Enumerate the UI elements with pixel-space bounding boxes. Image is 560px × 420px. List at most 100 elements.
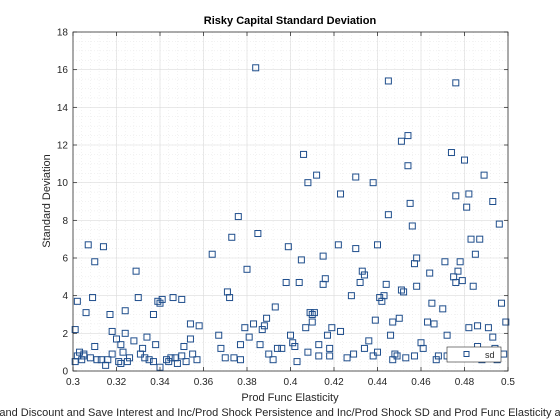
x-tick-label: 0.32 [107,377,127,388]
legend-box [446,346,502,363]
data-point [404,132,412,140]
data-point [297,256,305,264]
data-point [350,350,358,358]
data-point [117,359,125,367]
x-tick-label: 0.4 [284,377,298,388]
data-point [169,294,177,302]
data-point [306,309,314,317]
data-point [410,352,418,360]
data-point [271,303,279,311]
y-tick-label: 0 [62,367,68,378]
data-point [439,305,447,313]
data-point [302,324,310,332]
data-point [400,288,408,296]
data-point [365,337,373,345]
data-point [424,318,432,326]
data-point [182,358,190,366]
data-point [260,322,268,330]
y-tick-label: 8 [62,216,68,227]
data-point [371,316,379,324]
data-point [117,341,125,349]
data-point [397,286,405,294]
data-point [465,324,473,332]
data-point [326,352,334,360]
data-point [173,359,181,367]
data-point [71,326,79,334]
data-point [387,331,395,339]
data-point [369,352,377,360]
data-point [250,320,258,328]
data-point [374,348,381,356]
data-point [376,294,384,302]
data-point [141,354,149,362]
data-point [393,352,401,360]
data-point [254,230,262,238]
data-point [315,341,323,349]
data-point [337,327,345,335]
data-point [315,352,323,360]
data-point [104,356,112,364]
data-point [308,318,316,326]
data-point [158,295,166,303]
data-point [467,235,475,243]
data-point [243,265,251,273]
data-point [163,356,171,364]
data-point [404,162,412,170]
data-point [406,199,414,207]
data-point [195,322,203,330]
data-point [149,358,157,366]
data-point [402,354,410,362]
data-point [337,190,345,198]
data-point [230,354,238,362]
figure-caption: and Discount and Save Interest and Inc/P… [0,407,560,419]
x-tick-label: 0.44 [368,377,388,388]
data-point [189,350,197,358]
data-point [382,280,390,288]
data-point [186,320,194,328]
data-point [134,294,142,302]
data-point [447,149,455,157]
data-point [374,241,381,249]
data-point [293,358,301,366]
y-tick-label: 14 [57,103,69,114]
data-point [165,358,173,366]
x-tick-label: 0.34 [150,377,170,388]
data-point [278,344,286,352]
legend: sd [446,346,502,363]
data-point [443,331,451,339]
data-point [236,356,244,364]
data-point [413,282,421,290]
data-point [178,295,186,303]
data-point [123,358,131,366]
data-point [452,192,460,200]
data-point [273,344,281,352]
data-point [80,350,88,358]
data-point [304,348,312,356]
data-point [154,297,162,305]
y-tick-label: 2 [62,329,68,340]
data-point [167,354,175,362]
data-point [113,335,120,343]
data-point [152,341,160,349]
data-point [130,337,138,345]
x-tick-label: 0.3 [66,377,80,388]
data-point [380,292,388,300]
data-point [469,282,477,290]
data-point [89,294,97,302]
x-axis-ticks: 0.3 0.32 0.34 0.36 0.38 0.4 0.42 0.44 0.46 0.48 0.… [66,32,515,388]
data-point [454,267,462,275]
y-axis-label: Standard Deviation [41,154,53,248]
data-point [397,137,405,145]
data-point [334,241,342,249]
data-point [236,341,244,349]
data-point [463,203,471,211]
data-point [287,331,294,339]
data-point [461,156,468,164]
data-point [265,350,273,358]
data-point [145,356,153,364]
data-point [319,252,327,260]
y-tick-label: 10 [57,178,69,189]
data-point [321,275,329,283]
data-point [208,250,216,258]
data-point [352,245,360,253]
